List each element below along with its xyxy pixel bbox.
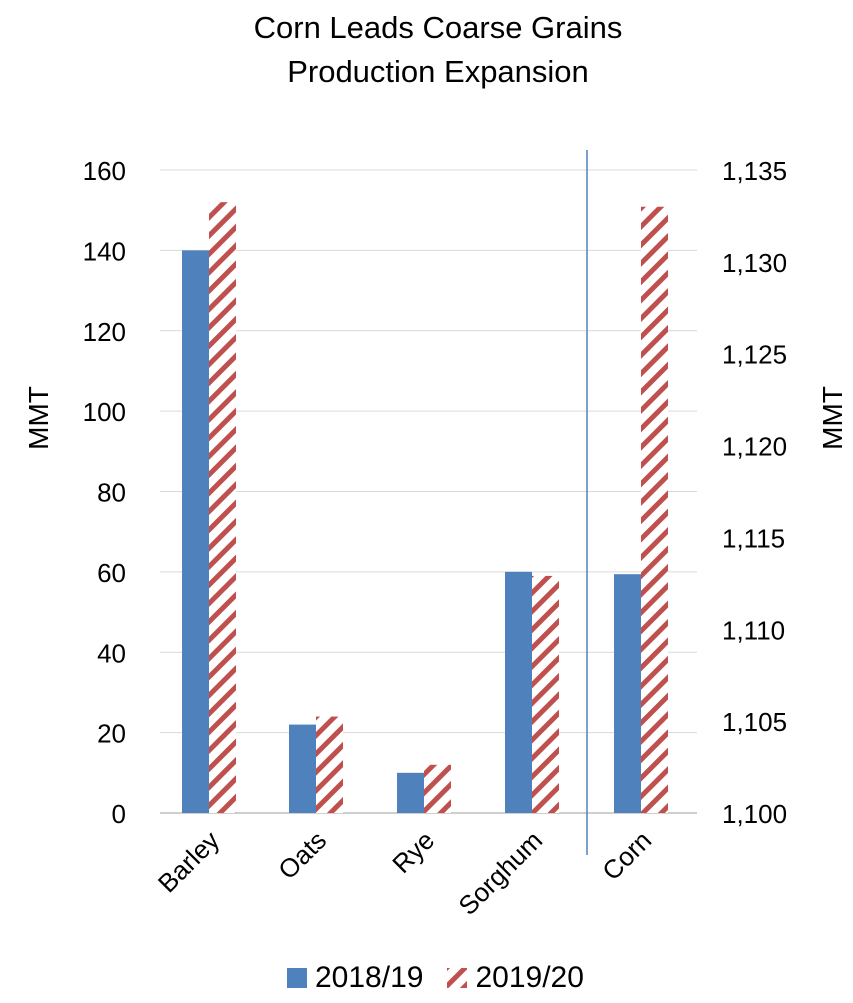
bar-barley-2019-20 xyxy=(209,202,236,813)
bar-sorghum-2018-19 xyxy=(505,571,532,813)
left-tick-label: 40 xyxy=(97,638,126,668)
legend-swatch-solid xyxy=(287,968,307,988)
bar-rye-2019-20 xyxy=(424,764,451,813)
legend: 2018/19 2019/20 xyxy=(285,960,606,996)
bars xyxy=(182,202,668,813)
bar-corn-2018-19 xyxy=(614,574,641,813)
legend-label-2019-20: 2019/20 xyxy=(475,961,584,994)
right-tick-label: 1,100 xyxy=(722,799,787,829)
chart-title: Corn Leads Coarse Grains Production Expa… xyxy=(0,6,853,94)
legend-item-2019-20: 2019/20 xyxy=(445,960,584,996)
left-tick-label: 160 xyxy=(83,156,126,186)
bar-barley-2018-19 xyxy=(182,250,209,813)
right-tick-label: 1,125 xyxy=(722,340,787,370)
chart-plot: 0 20 40 60 80 100 120 140 160 1,100 1,105 1,110 1,11… xyxy=(23,150,848,921)
bar-sorghum-2019-20 xyxy=(532,575,559,813)
x-tick-label-barley: Barley xyxy=(152,825,225,898)
left-tick-label: 140 xyxy=(83,236,126,266)
left-axis-title: MMT xyxy=(23,386,54,450)
x-tick-label-corn: Corn xyxy=(596,825,657,886)
bar-corn-2019-20 xyxy=(641,206,668,813)
right-tick-label: 1,115 xyxy=(722,523,785,553)
right-tick-label: 1,130 xyxy=(722,248,787,278)
left-tick-label: 80 xyxy=(97,478,126,508)
x-tick-label-rye: Rye xyxy=(386,825,440,879)
x-tick-label-oats: Oats xyxy=(272,825,332,885)
right-tick-label: 1,135 xyxy=(722,156,787,186)
right-axis-title: MMT xyxy=(817,386,848,450)
left-tick-label: 100 xyxy=(83,397,126,427)
x-tick-label-sorghum: Sorghum xyxy=(452,825,548,921)
left-tick-label: 20 xyxy=(97,719,126,749)
legend-swatch-striped xyxy=(447,968,468,988)
left-tick-label: 60 xyxy=(97,558,126,588)
right-tick-label: 1,110 xyxy=(722,615,785,645)
right-tick-label: 1,105 xyxy=(722,707,787,737)
bar-oats-2019-20 xyxy=(316,716,343,813)
bar-oats-2018-19 xyxy=(289,724,316,813)
left-tick-label: 0 xyxy=(112,799,126,829)
chart-title-line-2: Production Expansion xyxy=(287,54,589,89)
bar-rye-2018-19 xyxy=(397,772,424,813)
legend-label-2018-19: 2018/19 xyxy=(315,961,424,994)
legend-item-2018-19: 2018/19 xyxy=(285,960,423,996)
left-tick-label: 120 xyxy=(83,317,126,347)
gridlines xyxy=(160,169,697,814)
chart-title-line-1: Corn Leads Coarse Grains xyxy=(253,10,623,45)
right-tick-label: 1,120 xyxy=(722,432,787,462)
